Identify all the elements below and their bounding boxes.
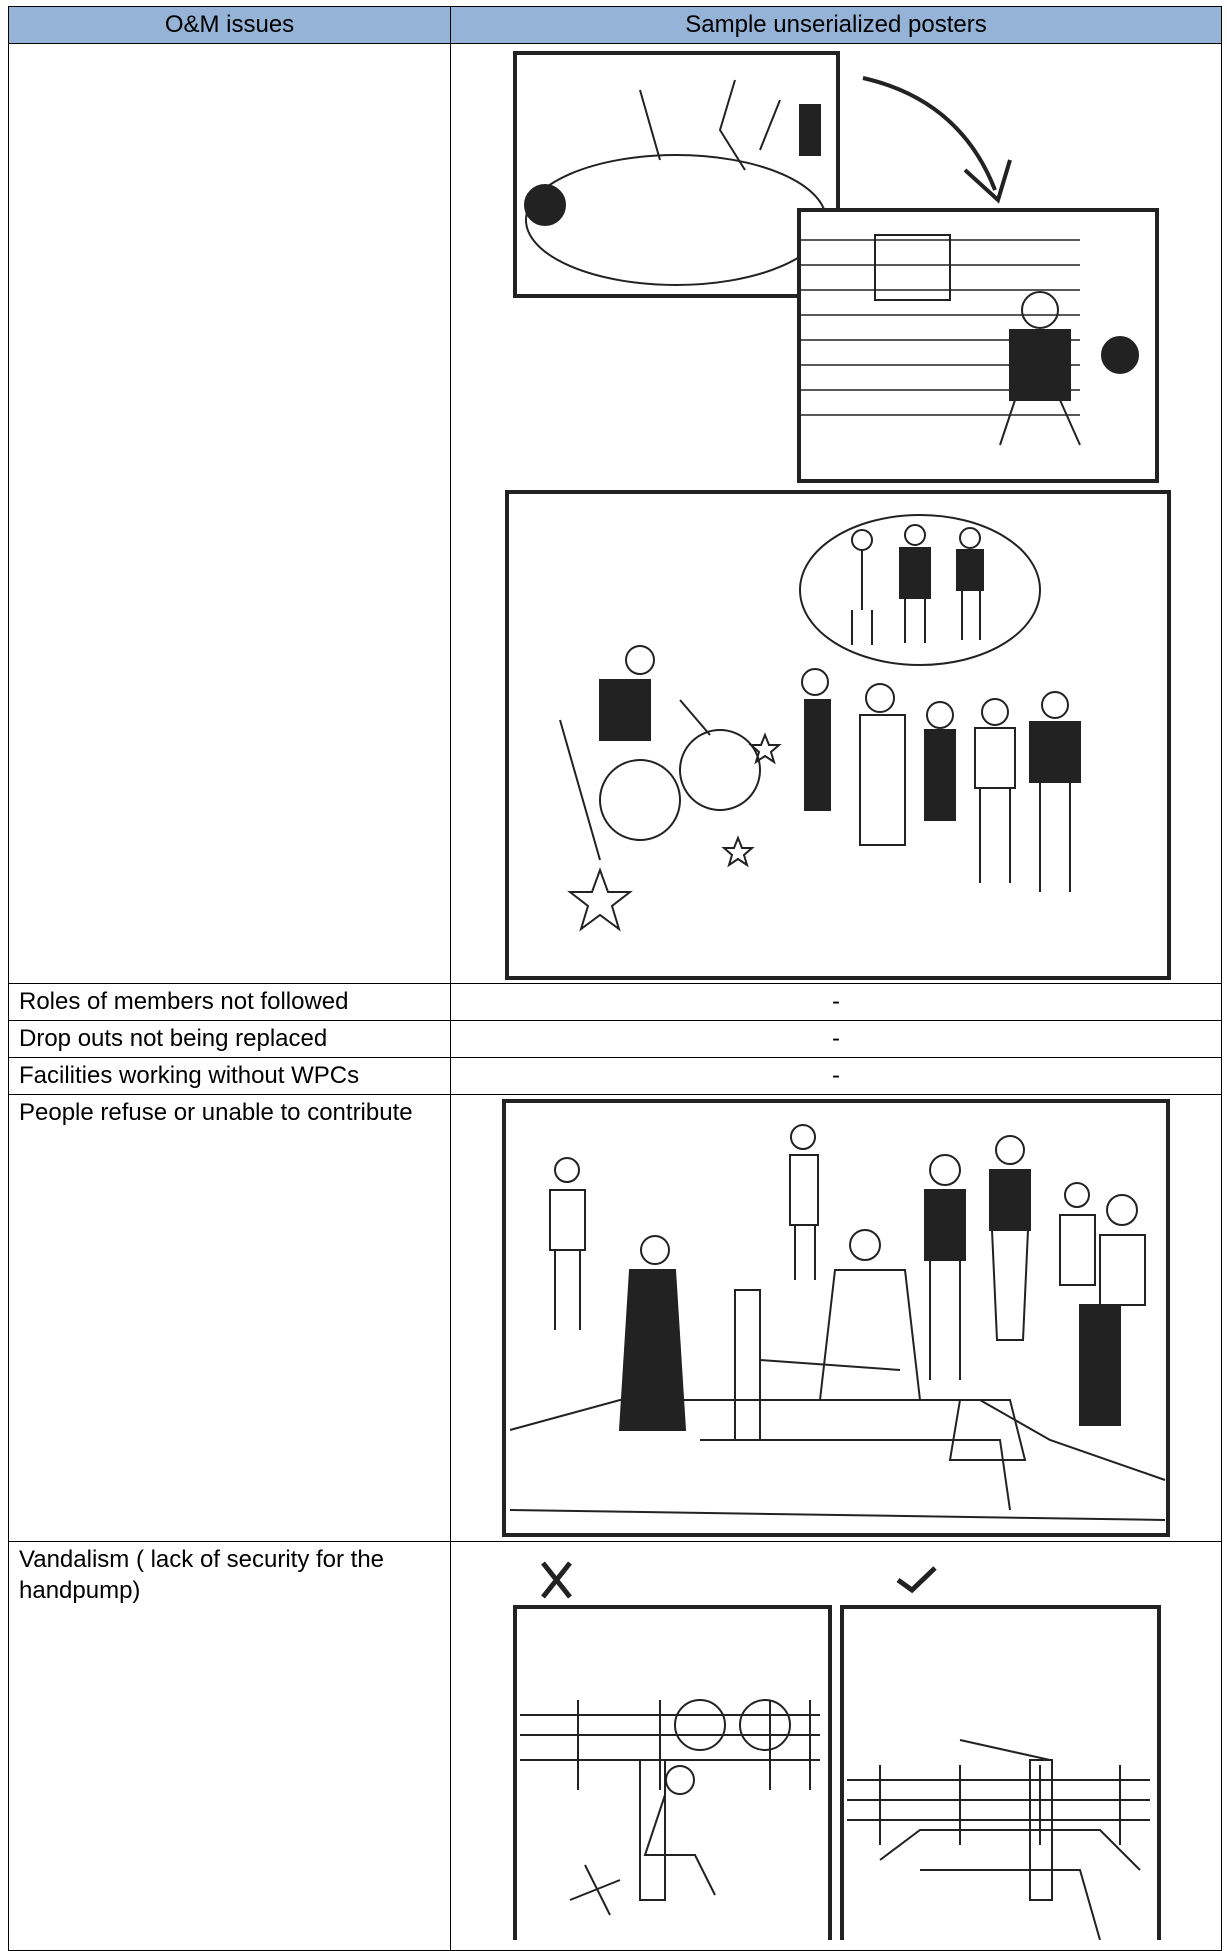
poster-frame [797, 208, 1159, 483]
illustration [999, 399, 1081, 446]
illustration [1021, 291, 1059, 329]
illustration [874, 234, 951, 301]
poster-frame [840, 1605, 1161, 1940]
illustration [1101, 336, 1139, 374]
header-cell: O&M issues [8, 6, 451, 44]
poster-frame [513, 1605, 832, 1940]
check-icon [896, 1566, 937, 1594]
illustration [559, 524, 1081, 932]
poster-frame [502, 1099, 1170, 1537]
illustration [1009, 329, 1071, 401]
arrow [862, 76, 997, 191]
illustration [799, 104, 821, 156]
arrow [963, 159, 1012, 204]
thought-bubble [799, 514, 1041, 666]
illustration [639, 79, 781, 171]
issue-cell: People refuse or unable to contribute [8, 1094, 451, 1542]
illustration [800, 239, 1080, 416]
illustration [524, 184, 566, 226]
poster-frame [513, 51, 840, 298]
issue-cell: Vandalism ( lack of security for the han… [8, 1541, 451, 1951]
illustration [509, 1124, 1166, 1521]
cross-icon [541, 1561, 572, 1599]
illustration [520, 1699, 1150, 1940]
